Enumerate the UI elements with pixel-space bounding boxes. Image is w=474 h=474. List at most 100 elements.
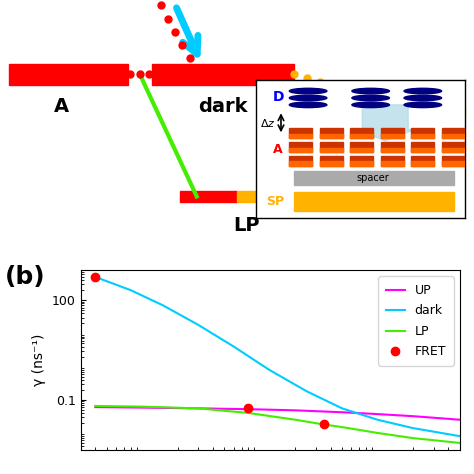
LP [321, 422, 327, 428]
dark [92, 274, 98, 280]
Bar [411, 156, 434, 165]
Bar [350, 147, 373, 152]
UP [339, 410, 345, 415]
Bar [381, 156, 404, 165]
Bar [350, 142, 373, 152]
Bar [293, 171, 454, 185]
dark [339, 406, 345, 411]
dark [128, 287, 134, 293]
LP [457, 440, 463, 446]
Ellipse shape [404, 88, 442, 94]
Bar [9, 64, 128, 85]
Bar [350, 162, 373, 165]
Bar [442, 162, 465, 165]
UP [92, 404, 98, 410]
Ellipse shape [289, 88, 327, 94]
Bar [289, 142, 312, 152]
dark [195, 322, 201, 328]
Bar [237, 191, 341, 202]
Y-axis label: γ (ns⁻¹): γ (ns⁻¹) [32, 334, 46, 386]
Ellipse shape [404, 95, 442, 100]
Bar [411, 147, 434, 152]
Text: $\Delta z$: $\Delta z$ [260, 117, 276, 129]
Bar [350, 128, 373, 138]
Ellipse shape [352, 88, 390, 94]
dark [266, 367, 272, 373]
dark [457, 433, 463, 439]
Bar [442, 128, 465, 138]
FRET [246, 405, 251, 410]
Bar [442, 134, 465, 138]
Bar [411, 128, 434, 138]
Line: FRET: FRET [91, 273, 328, 428]
UP [246, 406, 251, 412]
Bar [442, 147, 465, 152]
LP [92, 403, 98, 409]
Ellipse shape [289, 95, 327, 100]
Bar [320, 156, 343, 165]
Text: spacer: spacer [356, 173, 389, 183]
Text: D: D [273, 90, 284, 104]
LP [195, 406, 201, 411]
Bar [152, 64, 294, 85]
UP [410, 413, 416, 419]
dark [160, 302, 166, 308]
UP [457, 417, 463, 423]
Bar [320, 134, 343, 138]
Text: LP: LP [233, 216, 260, 235]
Line: UP: UP [95, 407, 460, 420]
Bar [381, 142, 404, 152]
Text: dark: dark [198, 97, 247, 116]
dark [410, 425, 416, 431]
Bar [411, 162, 434, 165]
Bar [411, 142, 434, 152]
FRET [321, 422, 327, 428]
Bar [293, 192, 454, 211]
Text: SP: SP [401, 134, 429, 153]
Bar [442, 142, 465, 152]
Bar [381, 147, 404, 152]
dark [304, 388, 310, 394]
Bar [180, 191, 237, 202]
Bar [289, 147, 312, 152]
UP [139, 405, 145, 410]
Ellipse shape [404, 102, 442, 108]
Bar [289, 162, 312, 165]
Bar [381, 162, 404, 165]
LP [410, 435, 416, 441]
Bar [350, 134, 373, 138]
Bar [289, 156, 312, 165]
Bar [320, 128, 343, 138]
LP [246, 410, 251, 416]
Legend: UP, dark, LP, FRET: UP, dark, LP, FRET [378, 276, 454, 366]
Line: LP: LP [95, 406, 460, 443]
Bar [370, 108, 465, 115]
Bar [350, 156, 373, 165]
Text: (b): (b) [5, 265, 46, 290]
FancyArrow shape [356, 105, 414, 141]
Line: dark: dark [95, 277, 460, 436]
LP [339, 424, 345, 430]
Bar [289, 134, 312, 138]
Bar [289, 128, 312, 138]
UP [292, 408, 298, 413]
UP [195, 406, 201, 411]
dark [231, 344, 237, 349]
Bar [381, 128, 404, 138]
Bar [442, 156, 465, 165]
Text: SP: SP [266, 195, 284, 208]
LP [292, 417, 298, 423]
Bar [381, 134, 404, 138]
UP [374, 411, 380, 417]
FRET [92, 274, 98, 280]
dark [374, 417, 380, 423]
Ellipse shape [352, 102, 390, 108]
Bar [320, 162, 343, 165]
Ellipse shape [289, 102, 327, 108]
Bar [320, 142, 343, 152]
LP [374, 430, 380, 436]
LP [139, 404, 145, 410]
Bar [411, 134, 434, 138]
Text: A: A [273, 143, 283, 155]
Bar [320, 147, 343, 152]
